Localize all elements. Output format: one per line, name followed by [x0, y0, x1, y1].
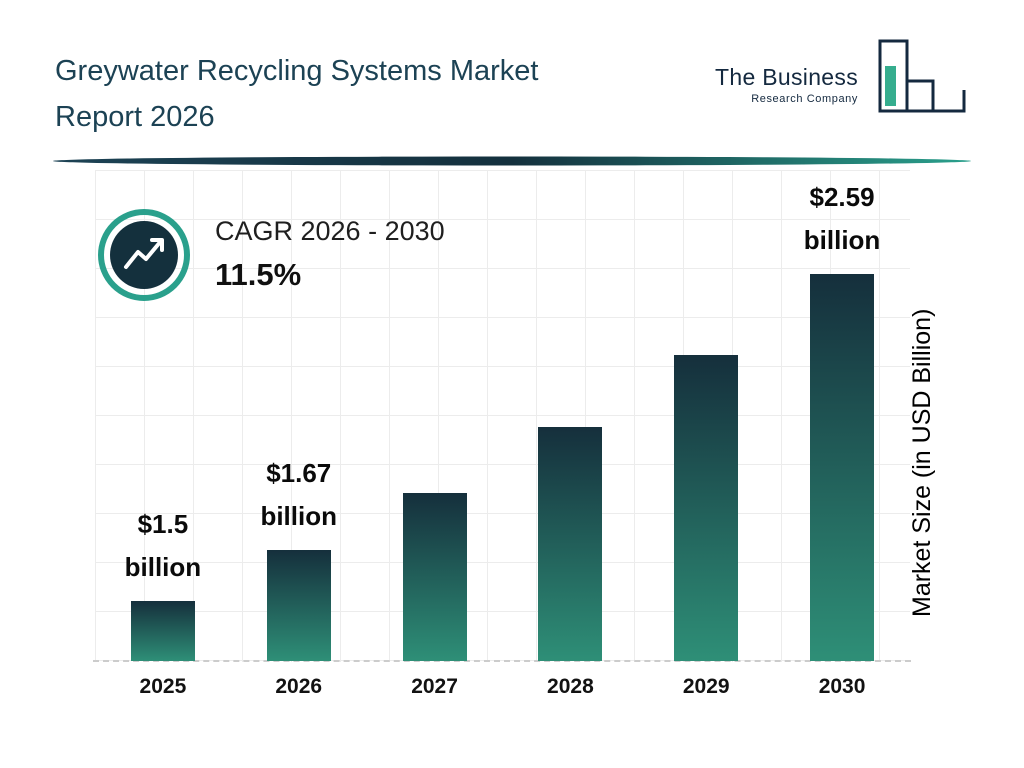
bar	[130, 601, 195, 661]
bar-slot: $2.59 billion 2030	[774, 170, 910, 698]
bar-slot: 2029	[638, 170, 774, 698]
page-title-line1: Greywater Recycling Systems Market	[55, 55, 539, 87]
y-axis-label: Market Size (in USD Billion)	[908, 308, 936, 618]
bar	[810, 274, 875, 661]
trending-up-arrow-icon	[97, 208, 191, 307]
bar	[674, 355, 739, 661]
cagr-text: CAGR 2026 - 2030 11.5%	[215, 216, 445, 293]
x-tick-label: 2025	[139, 675, 187, 698]
cagr-badge: CAGR 2026 - 2030 11.5%	[97, 208, 445, 307]
bar-value-label: $1.5 billion	[124, 509, 202, 582]
company-name: The Business	[715, 64, 858, 90]
bar-slot: $1.5 billion 2025	[95, 170, 231, 698]
x-axis-baseline	[93, 660, 911, 662]
page-title-line2: Report 2026	[55, 101, 215, 133]
bar-value-label: $1.67 billion	[260, 458, 337, 531]
bar-slot: $1.67 billion 2026	[231, 170, 367, 698]
bar	[538, 427, 603, 661]
page-title: Greywater Recycling Systems Market Repor…	[55, 48, 675, 140]
bar-value-label: $2.59 billion	[803, 182, 881, 255]
bar-slot: 2027	[367, 170, 503, 698]
header-divider	[52, 154, 972, 168]
x-tick-label: 2028	[547, 675, 594, 698]
bars: $1.5 billion 2025 $1.67 billion 2026 2027 2028 2…	[95, 170, 910, 698]
company-subtitle: Research Company	[751, 93, 858, 105]
bar	[266, 550, 331, 661]
x-tick-label: 2030	[818, 675, 866, 698]
x-tick-label: 2027	[411, 675, 458, 698]
chart-grid	[95, 170, 910, 662]
cagr-label: CAGR 2026 - 2030	[215, 216, 445, 246]
x-tick-label: 2026	[275, 675, 323, 698]
bar-slot: 2028	[502, 170, 638, 698]
company-logo: The Business Research Company	[715, 38, 968, 125]
company-logo-text: The Business Research Company	[715, 64, 858, 105]
bar-chart-logo-icon	[864, 38, 968, 125]
x-tick-label: 2029	[682, 675, 730, 698]
bar	[402, 493, 467, 661]
cagr-value: 11.5%	[215, 257, 302, 292]
